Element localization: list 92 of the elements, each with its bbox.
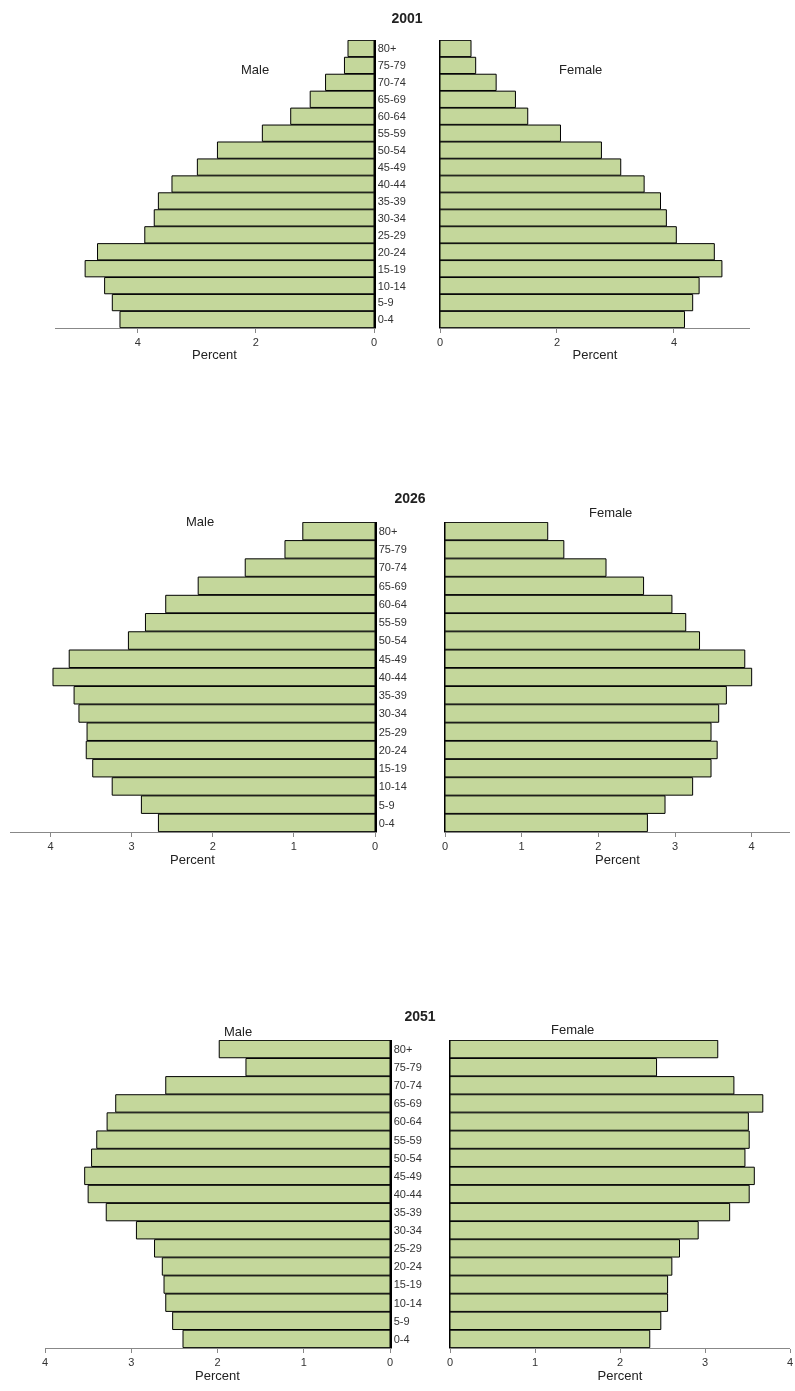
series-label: Female xyxy=(551,1022,595,1037)
y-tick-label: 65-69 xyxy=(393,1097,422,1110)
x-tick-label: 3 xyxy=(128,840,135,853)
y-tick-label: 45-49 xyxy=(378,652,407,665)
y-tick-label: 0-4 xyxy=(377,313,394,326)
x-tick-label: 1 xyxy=(518,840,525,853)
y-tick-label: 15-19 xyxy=(377,262,406,275)
y-tick-label: 65-69 xyxy=(377,93,406,106)
y-tick-label: 20-24 xyxy=(393,1260,422,1273)
y-tick-label: 55-59 xyxy=(377,127,406,140)
x-tick-label: 2 xyxy=(214,1356,221,1369)
y-tick-label: 60-64 xyxy=(393,1115,422,1128)
y-tick-label: 40-44 xyxy=(393,1187,422,1200)
x-tick-label: 0 xyxy=(446,1356,454,1369)
y-tick-label: 45-49 xyxy=(377,160,406,173)
text: 2001 xyxy=(391,9,423,26)
x-tick-label: 2 xyxy=(252,336,259,349)
x-tick-label: 1 xyxy=(290,840,297,853)
x-tick-label: 0 xyxy=(436,336,444,349)
x-tick-label: 2 xyxy=(616,1356,624,1369)
text: Male xyxy=(241,62,270,77)
x-tick-label: 0 xyxy=(441,840,449,853)
text: 2026 xyxy=(394,489,426,506)
y-tick-label: 75-79 xyxy=(377,59,406,72)
x-tick-label: 3 xyxy=(128,1356,135,1369)
x-tick-label: 4 xyxy=(786,1356,794,1369)
y-tick-label: 15-19 xyxy=(393,1278,422,1291)
y-tick-label: 50-54 xyxy=(393,1151,422,1164)
y-tick-label: 15-19 xyxy=(378,762,407,775)
y-tick-label: 80+ xyxy=(377,42,397,55)
y-tick-label: 25-29 xyxy=(378,725,407,738)
x-axis-title: Percent xyxy=(195,1368,241,1384)
x-tick-label: 3 xyxy=(701,1356,709,1369)
y-tick-label: 75-79 xyxy=(378,543,407,556)
y-tick-label: 30-34 xyxy=(378,707,407,720)
x-tick-label: 0 xyxy=(371,840,379,853)
x-axis-title: Percent xyxy=(572,346,618,362)
y-tick-label: 25-29 xyxy=(393,1242,422,1255)
y-tick-label: 20-24 xyxy=(378,743,407,756)
x-axis-title: Percent xyxy=(597,1368,643,1384)
y-tick-label: 10-14 xyxy=(378,780,407,793)
x-tick-label: 4 xyxy=(41,1356,49,1369)
text: Male xyxy=(186,514,215,529)
text: Female xyxy=(559,62,603,77)
x-tick-label: 2 xyxy=(209,840,216,853)
y-tick-label: 5-9 xyxy=(377,296,394,309)
x-axis-title: Percent xyxy=(170,852,216,868)
y-tick-label: 0-4 xyxy=(393,1332,410,1345)
y-tick-label: 60-64 xyxy=(378,597,407,610)
y-tick-label: 5-9 xyxy=(378,798,395,811)
series-label: Male xyxy=(224,1024,253,1039)
y-tick-label: 75-79 xyxy=(393,1061,422,1074)
y-tick-label: 30-34 xyxy=(377,211,406,224)
y-tick-label: 70-74 xyxy=(393,1079,422,1092)
y-tick-label: 5-9 xyxy=(393,1314,410,1327)
y-tick-label: 45-49 xyxy=(393,1169,422,1182)
y-tick-label: 70-74 xyxy=(378,561,407,574)
y-tick-label: 30-34 xyxy=(393,1224,422,1237)
y-tick-label: 50-54 xyxy=(378,634,407,647)
y-tick-label: 80+ xyxy=(393,1042,413,1055)
y-tick-label: 10-14 xyxy=(377,279,406,292)
y-tick-label: 55-59 xyxy=(378,616,407,629)
x-tick-label: 4 xyxy=(748,840,755,853)
text: Female xyxy=(589,505,633,520)
y-tick-label: 70-74 xyxy=(377,76,406,89)
x-tick-label: 0 xyxy=(370,336,378,349)
text: 2051 xyxy=(404,1007,436,1024)
x-axis-title: Percent xyxy=(595,852,641,868)
x-tick-label: 1 xyxy=(531,1356,539,1369)
y-tick-label: 35-39 xyxy=(393,1205,422,1218)
x-tick-label: 2 xyxy=(553,336,561,349)
x-axis-title: Percent xyxy=(192,346,238,362)
x-tick-label: 4 xyxy=(134,336,141,349)
y-tick-label: 60-64 xyxy=(377,110,406,123)
y-tick-label: 20-24 xyxy=(377,245,406,258)
x-tick-label: 1 xyxy=(300,1356,307,1369)
x-tick-label: 3 xyxy=(671,840,679,853)
y-tick-label: 0-4 xyxy=(378,816,395,829)
y-tick-label: 35-39 xyxy=(377,194,406,207)
y-tick-label: 55-59 xyxy=(393,1133,422,1146)
y-tick-label: 40-44 xyxy=(377,177,406,190)
x-tick-label: 0 xyxy=(386,1356,394,1369)
x-tick-label: 4 xyxy=(47,840,54,853)
x-tick-label: 2 xyxy=(595,840,602,853)
x-tick-label: 4 xyxy=(670,336,678,349)
y-tick-label: 35-39 xyxy=(378,689,407,702)
y-tick-label: 80+ xyxy=(378,524,398,537)
y-tick-label: 25-29 xyxy=(377,228,406,241)
y-tick-label: 40-44 xyxy=(378,670,407,683)
y-tick-label: 50-54 xyxy=(377,143,406,156)
y-tick-label: 65-69 xyxy=(378,579,407,592)
y-tick-label: 10-14 xyxy=(393,1296,422,1309)
